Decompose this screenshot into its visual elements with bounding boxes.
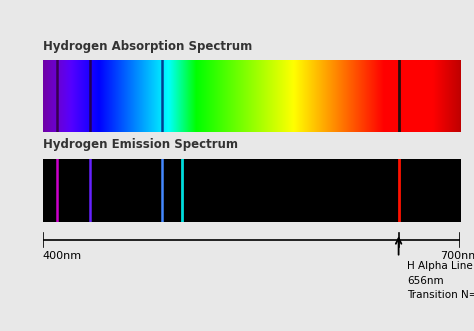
Text: H Alpha Line: H Alpha Line xyxy=(407,261,473,271)
Text: 700nm: 700nm xyxy=(440,251,474,260)
Text: 400nm: 400nm xyxy=(43,251,82,260)
Text: Hydrogen Emission Spectrum: Hydrogen Emission Spectrum xyxy=(43,138,237,151)
Text: Hydrogen Absorption Spectrum: Hydrogen Absorption Spectrum xyxy=(43,40,252,53)
Text: Transition N=3 to N=2: Transition N=3 to N=2 xyxy=(407,290,474,300)
Text: 656nm: 656nm xyxy=(407,276,444,286)
